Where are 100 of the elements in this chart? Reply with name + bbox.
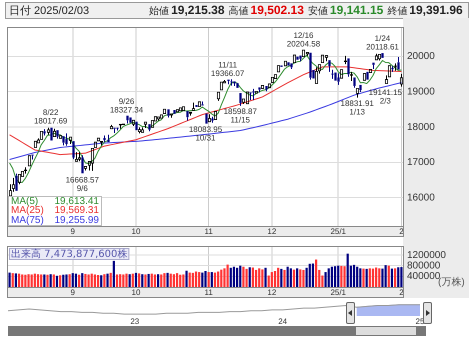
candlestick	[270, 76, 274, 83]
x-tick-label: 12	[267, 288, 277, 298]
bar	[170, 274, 172, 287]
bar	[148, 274, 150, 287]
candlestick	[170, 114, 174, 118]
bar	[185, 270, 188, 287]
bar	[239, 266, 242, 287]
bar	[268, 276, 270, 287]
x-tick-label: 10	[132, 288, 141, 298]
text: 安値 19,141.15	[308, 3, 384, 17]
bar	[245, 268, 248, 287]
bar	[68, 274, 71, 287]
bar	[52, 274, 55, 287]
candlestick	[302, 50, 306, 58]
bar	[252, 268, 254, 287]
candlestick	[173, 110, 176, 114]
x-tick-label: 11	[204, 288, 214, 298]
bar	[254, 270, 258, 287]
bar	[110, 272, 112, 287]
bar	[286, 266, 289, 287]
y-tick-label: 1200000	[407, 250, 446, 261]
bar	[14, 273, 18, 287]
candlestick	[94, 142, 98, 148]
x-tick-label: 25/1	[330, 227, 347, 236]
annotation: 8/22 18017.69	[34, 108, 68, 126]
bar	[96, 275, 100, 287]
bar	[12, 273, 14, 287]
bar	[156, 274, 160, 287]
chart-title: 日付 2025/02/03	[9, 5, 90, 17]
candlestick	[96, 138, 100, 142]
bar	[21, 274, 24, 287]
bar	[359, 268, 362, 287]
candlestick	[46, 127, 50, 136]
chart-title: 出来高 7,473,877,600株	[11, 248, 128, 260]
bar	[141, 274, 144, 287]
candlestick	[320, 54, 324, 64]
bar	[94, 274, 96, 287]
y-tick-label: 19000	[407, 86, 436, 98]
bar	[87, 274, 90, 287]
y-tick-label: 18000	[407, 122, 436, 133]
candlestick	[34, 140, 38, 148]
bar	[201, 272, 204, 287]
bar	[172, 274, 176, 287]
bar	[210, 272, 213, 287]
candlestick	[276, 65, 280, 72]
bar	[204, 271, 207, 287]
candlestick	[284, 60, 288, 66]
candlestick	[216, 92, 220, 102]
candlestick	[40, 130, 44, 140]
bar	[261, 269, 264, 287]
bar	[24, 274, 26, 287]
bar	[400, 267, 403, 287]
x-tick-label: 12	[267, 227, 277, 236]
bar	[362, 268, 365, 287]
bar	[397, 267, 400, 287]
candlestick	[314, 66, 318, 84]
bar	[154, 274, 156, 287]
bar	[381, 268, 384, 287]
bar	[194, 272, 198, 287]
bar	[226, 264, 229, 287]
annotation: 11/11 19366.07	[210, 60, 245, 78]
bar	[166, 272, 169, 287]
bar	[116, 274, 118, 287]
bar	[40, 274, 42, 287]
candlestick	[227, 80, 230, 85]
y-axis-title: (万株)	[438, 276, 465, 289]
bar	[330, 266, 334, 287]
bar	[292, 270, 296, 287]
bar	[46, 274, 49, 287]
bar	[343, 266, 346, 287]
bar	[188, 272, 191, 287]
bar	[208, 272, 210, 287]
candlestick	[182, 106, 186, 112]
annotation: 18598.87 11/15	[224, 107, 258, 125]
bar	[308, 264, 311, 287]
x-tick-label: 2	[399, 288, 404, 298]
bar	[100, 275, 102, 287]
bar	[258, 268, 260, 287]
annotation: 1/24 20118.61	[366, 34, 400, 52]
bar	[217, 272, 220, 287]
bar	[90, 274, 93, 287]
bar	[337, 266, 340, 287]
bar	[134, 272, 138, 287]
bar	[144, 274, 147, 287]
text: MA(5) 19,613.41	[11, 196, 99, 207]
bar	[346, 254, 349, 287]
candlestick	[90, 148, 94, 172]
x-tick-label: 24	[278, 317, 288, 326]
candlestick	[372, 62, 375, 70]
bar	[248, 267, 251, 287]
bar	[8, 272, 11, 287]
x-tick-label: 10	[132, 227, 141, 236]
bar	[34, 274, 36, 287]
bar	[302, 270, 305, 287]
candlestick	[178, 108, 182, 112]
candlestick	[192, 102, 196, 111]
text: MA(25) 19,569.31	[11, 205, 99, 216]
bar	[372, 268, 374, 287]
bar	[230, 268, 232, 287]
x-tick-label: 9	[70, 227, 76, 236]
